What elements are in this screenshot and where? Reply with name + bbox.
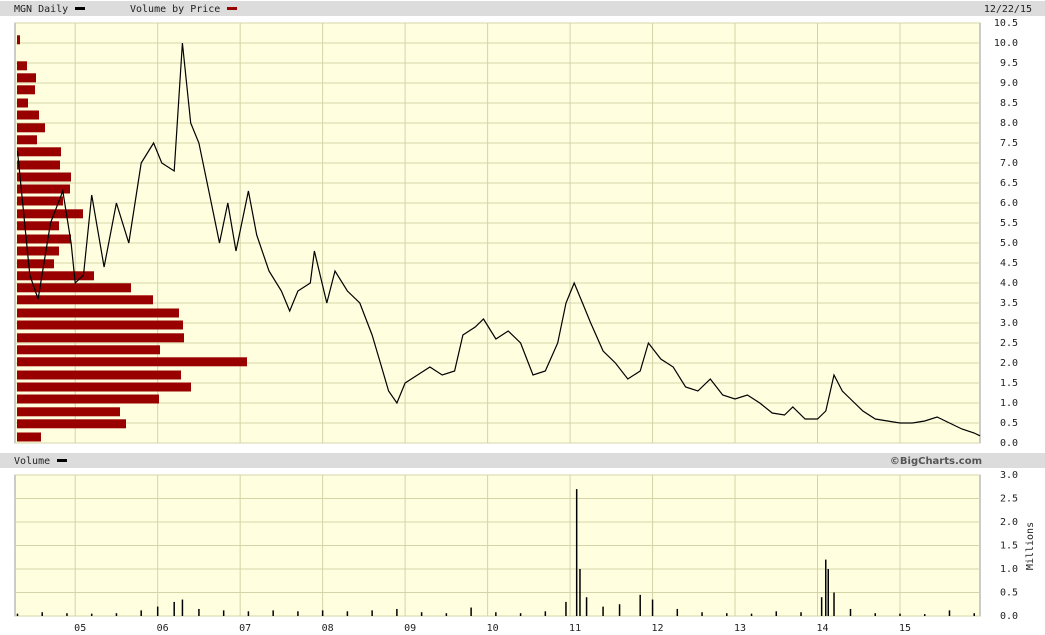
y-tick-label: 2.5 <box>1000 338 1018 349</box>
legend-vbp: Volume by Price <box>130 4 220 15</box>
y-tick-label: 2.5 <box>1000 494 1018 505</box>
y-tick-label: 7.5 <box>1000 138 1018 149</box>
x-tick-label: 12 <box>652 623 664 634</box>
volume-header-strip <box>0 453 1045 468</box>
y-tick-label: 7.0 <box>1000 158 1018 169</box>
x-tick-label: 15 <box>899 623 911 634</box>
price-plot-area <box>14 22 981 444</box>
legend-price: MGN Daily <box>14 4 68 15</box>
volume-by-price-bar <box>17 407 120 417</box>
volume-by-price-bar <box>17 357 247 367</box>
volume-by-price-bar <box>17 308 179 318</box>
y-tick-label: 8.0 <box>1000 118 1018 129</box>
y-tick-label: 2.0 <box>1000 358 1018 369</box>
y-tick-label: 3.0 <box>1000 470 1018 481</box>
volume-by-price-bar <box>17 370 181 380</box>
y-tick-label: 6.0 <box>1000 198 1018 209</box>
volume-by-price-bar <box>17 271 94 281</box>
y-tick-label: 5.0 <box>1000 238 1018 249</box>
y-tick-label: 4.5 <box>1000 258 1018 269</box>
volume-by-price-bar <box>17 85 35 95</box>
volume-by-price-bar <box>17 221 59 231</box>
volume-by-price-bar <box>17 283 131 293</box>
volume-by-price-bar <box>17 259 54 269</box>
volume-by-price-bar <box>17 209 83 219</box>
y-tick-label: 10.0 <box>994 38 1018 49</box>
volume-by-price-bar <box>17 73 36 83</box>
y-tick-label: 0.0 <box>1000 438 1018 449</box>
y-tick-label: 10.5 <box>994 18 1018 29</box>
y-tick-label: 0.5 <box>1000 418 1018 429</box>
y-tick-label: 1.5 <box>1000 541 1018 552</box>
volume-by-price-bar <box>17 196 63 206</box>
volume-by-price-bar <box>17 61 27 71</box>
legend-swatch <box>75 7 85 10</box>
y-tick-label: 0.0 <box>1000 611 1018 622</box>
volume-by-price-bar <box>17 345 160 355</box>
volume-by-price-bar <box>17 172 71 182</box>
legend-swatch <box>57 459 67 462</box>
volume-by-price-bar <box>17 135 37 145</box>
x-tick-label: 10 <box>487 623 499 634</box>
y-tick-label: 2.0 <box>1000 517 1018 528</box>
y-axis-title: Millions <box>1025 522 1036 570</box>
x-tick-label: 06 <box>157 623 169 634</box>
y-tick-label: 0.5 <box>1000 588 1018 599</box>
volume-by-price-bar <box>17 110 39 120</box>
y-tick-label: 3.0 <box>1000 318 1018 329</box>
y-tick-label: 3.5 <box>1000 298 1018 309</box>
y-tick-label: 4.0 <box>1000 278 1018 289</box>
y-tick-label: 9.0 <box>1000 78 1018 89</box>
volume-by-price-bar <box>17 160 60 170</box>
volume-by-price-bar <box>17 394 159 404</box>
volume-by-price-bar <box>17 432 41 442</box>
x-tick-label: 07 <box>239 623 251 634</box>
header-strip <box>0 1 1045 16</box>
x-tick-label: 09 <box>404 623 416 634</box>
volume-by-price-bar <box>17 333 184 343</box>
volume-by-price-bar <box>17 35 20 45</box>
price-line <box>16 42 981 437</box>
date-label: 12/22/15 <box>984 4 1032 15</box>
volume-by-price-bar <box>17 382 191 392</box>
y-tick-label: 6.5 <box>1000 178 1018 189</box>
x-tick-label: 13 <box>734 623 746 634</box>
y-tick-label: 9.5 <box>1000 58 1018 69</box>
y-tick-label: 1.5 <box>1000 378 1018 389</box>
y-tick-label: 1.0 <box>1000 564 1018 575</box>
volume-by-price-bar <box>17 184 70 194</box>
volume-by-price-bar <box>17 320 183 330</box>
y-tick-label: 5.5 <box>1000 218 1018 229</box>
x-tick-label: 11 <box>569 623 581 634</box>
volume-by-price-bar <box>17 234 71 244</box>
y-tick-label: 1.0 <box>1000 398 1018 409</box>
volume-by-price-bar <box>17 246 59 256</box>
volume-by-price-bar <box>17 295 153 305</box>
x-tick-label: 14 <box>816 623 828 634</box>
volume-by-price-bar <box>17 419 126 429</box>
volume-by-price-bar <box>17 147 61 157</box>
volume-by-price-bar <box>17 123 45 133</box>
volume-by-price-bar <box>17 98 28 108</box>
y-tick-label: 8.5 <box>1000 98 1018 109</box>
legend-volume: Volume <box>14 456 50 467</box>
x-tick-label: 08 <box>322 623 334 634</box>
source-label: ©BigCharts.com <box>890 456 982 467</box>
x-tick-label: 05 <box>74 623 86 634</box>
legend-swatch <box>227 7 237 10</box>
